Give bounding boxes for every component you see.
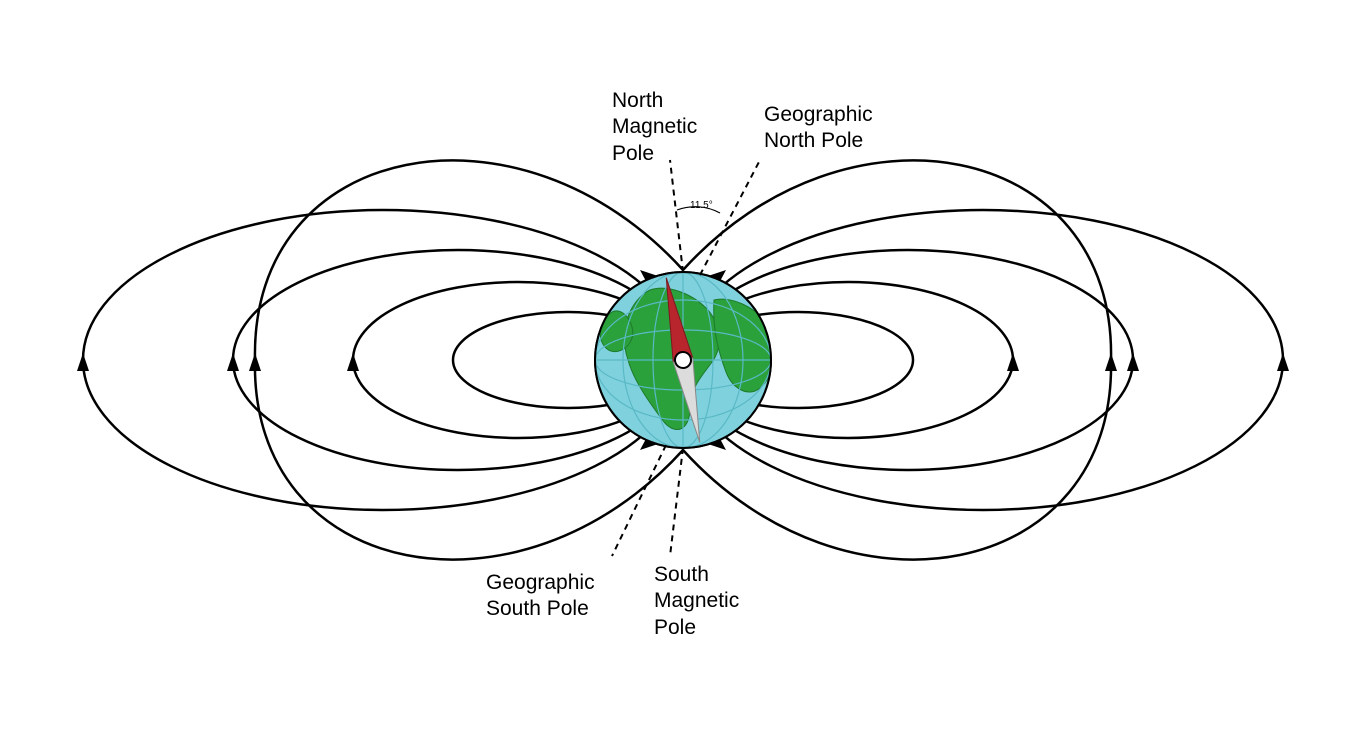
angle-label: 11.5° — [690, 200, 713, 211]
label-north-magnetic-pole: North Magnetic Pole — [612, 88, 697, 167]
label-geographic-north-pole: Geographic North Pole — [764, 102, 873, 155]
label-geographic-south-pole: Geographic South Pole — [486, 570, 595, 623]
diagram-stage: 11.5° North Magnetic Pole Geographic Nor… — [0, 0, 1356, 734]
label-south-magnetic-pole: South Magnetic Pole — [654, 562, 739, 641]
